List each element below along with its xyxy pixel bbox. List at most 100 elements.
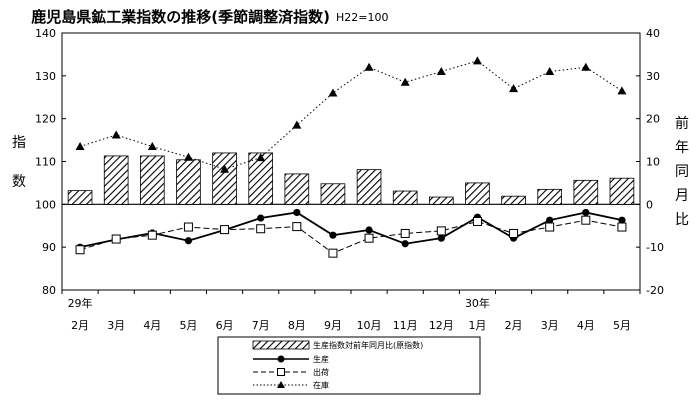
- point-filled-circle-5月: [184, 237, 193, 245]
- point-filled-triangle-6月: [220, 164, 230, 173]
- year-label: 30年: [465, 296, 490, 310]
- point-filled-triangle-3月: [111, 130, 121, 139]
- point-filled-triangle-10月: [364, 62, 374, 71]
- point-open-square-7月: [256, 224, 266, 234]
- right-tick-label: 40: [646, 27, 660, 40]
- x-tick-label: 3月: [541, 319, 559, 332]
- right-tick-label: -20: [646, 284, 664, 297]
- bar-10月: [356, 169, 382, 205]
- right-axis-title-5: 比: [675, 212, 689, 228]
- bar-2月: [67, 190, 93, 205]
- left-tick-label: 110: [35, 156, 56, 169]
- bar-3月: [103, 155, 129, 205]
- point-filled-circle-12月: [437, 234, 445, 242]
- point-filled-triangle-8月: [292, 120, 302, 129]
- point-filled-circle-3月: [546, 216, 554, 224]
- x-tick-label: 7月: [252, 319, 270, 332]
- point-open-square-5月: [617, 222, 627, 232]
- point-filled-triangle-11月: [400, 77, 410, 86]
- x-tick-label: 12月: [429, 319, 454, 332]
- point-filled-circle-5月: [618, 216, 626, 224]
- point-open-square-9月: [328, 248, 338, 258]
- point-open-square-3月: [111, 234, 121, 244]
- legend-label-shipment: 出荷: [313, 367, 329, 377]
- x-axis-ticks: 2月 3月 4月 5月 6月 7月 8月 9月 10月 11月 12月 1月 2月 3月 4月 5月: [61, 290, 641, 332]
- right-axis-title-3: 同: [675, 164, 689, 180]
- point-filled-circle-9月: [329, 231, 337, 239]
- point-open-square-6月: [220, 225, 230, 235]
- legend-label-inventory: 在庫: [313, 380, 329, 390]
- x-tick-label: 2月: [505, 319, 523, 332]
- legend-production-marker: [277, 355, 285, 363]
- left-tick-label: 120: [35, 113, 56, 126]
- point-open-square-2月: [509, 228, 519, 238]
- point-filled-triangle-2月: [75, 142, 85, 151]
- x-tick-label: 2月: [71, 319, 89, 332]
- x-tick-label: 3月: [107, 319, 125, 332]
- left-axis-title-2: 数: [12, 174, 26, 190]
- point-filled-circle-8月: [293, 208, 301, 217]
- bar-8月: [284, 173, 310, 205]
- point-open-square-10月: [364, 233, 374, 243]
- x-tick-label: 6月: [216, 319, 234, 332]
- right-axis-title-1: 前: [675, 115, 689, 132]
- left-axis-title-1: 指: [12, 135, 26, 151]
- point-filled-triangle-1月: [472, 56, 482, 65]
- x-tick-label: 11月: [393, 319, 418, 332]
- point-open-square-8月: [292, 222, 302, 232]
- point-filled-circle-10月: [365, 226, 373, 234]
- x-tick-label: 1月: [468, 319, 486, 332]
- right-tick-label: 10: [646, 156, 660, 169]
- bar-2月: [501, 195, 526, 205]
- legend-label-bar: 生産指数対前年同月比(原指数): [313, 340, 423, 350]
- left-tick-label: 90: [42, 241, 56, 254]
- bar-12月: [428, 196, 454, 205]
- left-tick-label: 130: [35, 70, 56, 83]
- point-open-square-5月: [183, 222, 193, 232]
- point-open-square-1月: [472, 216, 482, 226]
- point-filled-triangle-4月: [147, 142, 157, 151]
- bar-3月: [537, 188, 563, 205]
- point-open-square-4月: [147, 230, 157, 240]
- series-line-3: [79, 60, 623, 170]
- point-filled-triangle-2月: [509, 84, 519, 93]
- legend-shipment-marker: [277, 368, 285, 376]
- point-filled-circle-11月: [401, 240, 409, 248]
- point-open-square-3月: [545, 222, 555, 232]
- left-tick-label: 140: [35, 27, 56, 40]
- x-tick-label: 9月: [324, 319, 342, 332]
- right-axis-ticks: -20 -10 0 10 20 30 40: [636, 27, 664, 297]
- right-axis-title-4: 月: [675, 188, 689, 204]
- legend-inventory-marker: [277, 381, 285, 388]
- year-labels: 29年 30年: [68, 296, 490, 310]
- right-axis-title-2: 年: [675, 140, 689, 156]
- line-series: [75, 56, 627, 258]
- bar-7月: [248, 152, 274, 205]
- legend-label-production: 生産: [313, 354, 329, 364]
- point-open-square-12月: [436, 226, 446, 236]
- chart-title: 鹿児島県鉱工業指数の推移(季節調整済指数): [31, 8, 330, 26]
- bar-11月: [392, 190, 418, 205]
- point-filled-triangle-9月: [328, 88, 338, 97]
- bar-5月: [609, 177, 635, 205]
- legend: 生産指数対前年同月比(原指数) 生産 出荷 在庫: [217, 336, 481, 395]
- right-tick-label: 20: [646, 113, 660, 126]
- year-label: 29年: [68, 296, 93, 310]
- point-filled-triangle-12月: [436, 67, 446, 76]
- bar-4月: [139, 155, 165, 205]
- bar-4月: [573, 179, 599, 205]
- point-open-square-4月: [581, 215, 591, 225]
- bar-9月: [320, 183, 346, 205]
- chart-subtitle: H22=100: [336, 11, 388, 24]
- bar-5月: [176, 159, 201, 205]
- point-filled-triangle-7月: [256, 153, 266, 162]
- bar-series: [67, 152, 635, 205]
- series-line-1: [79, 211, 623, 249]
- series-line-2: [79, 219, 623, 254]
- point-filled-triangle-3月: [545, 67, 555, 76]
- x-tick-label: 10月: [357, 319, 382, 332]
- bar-1月: [465, 182, 490, 205]
- left-tick-label: 80: [42, 284, 56, 297]
